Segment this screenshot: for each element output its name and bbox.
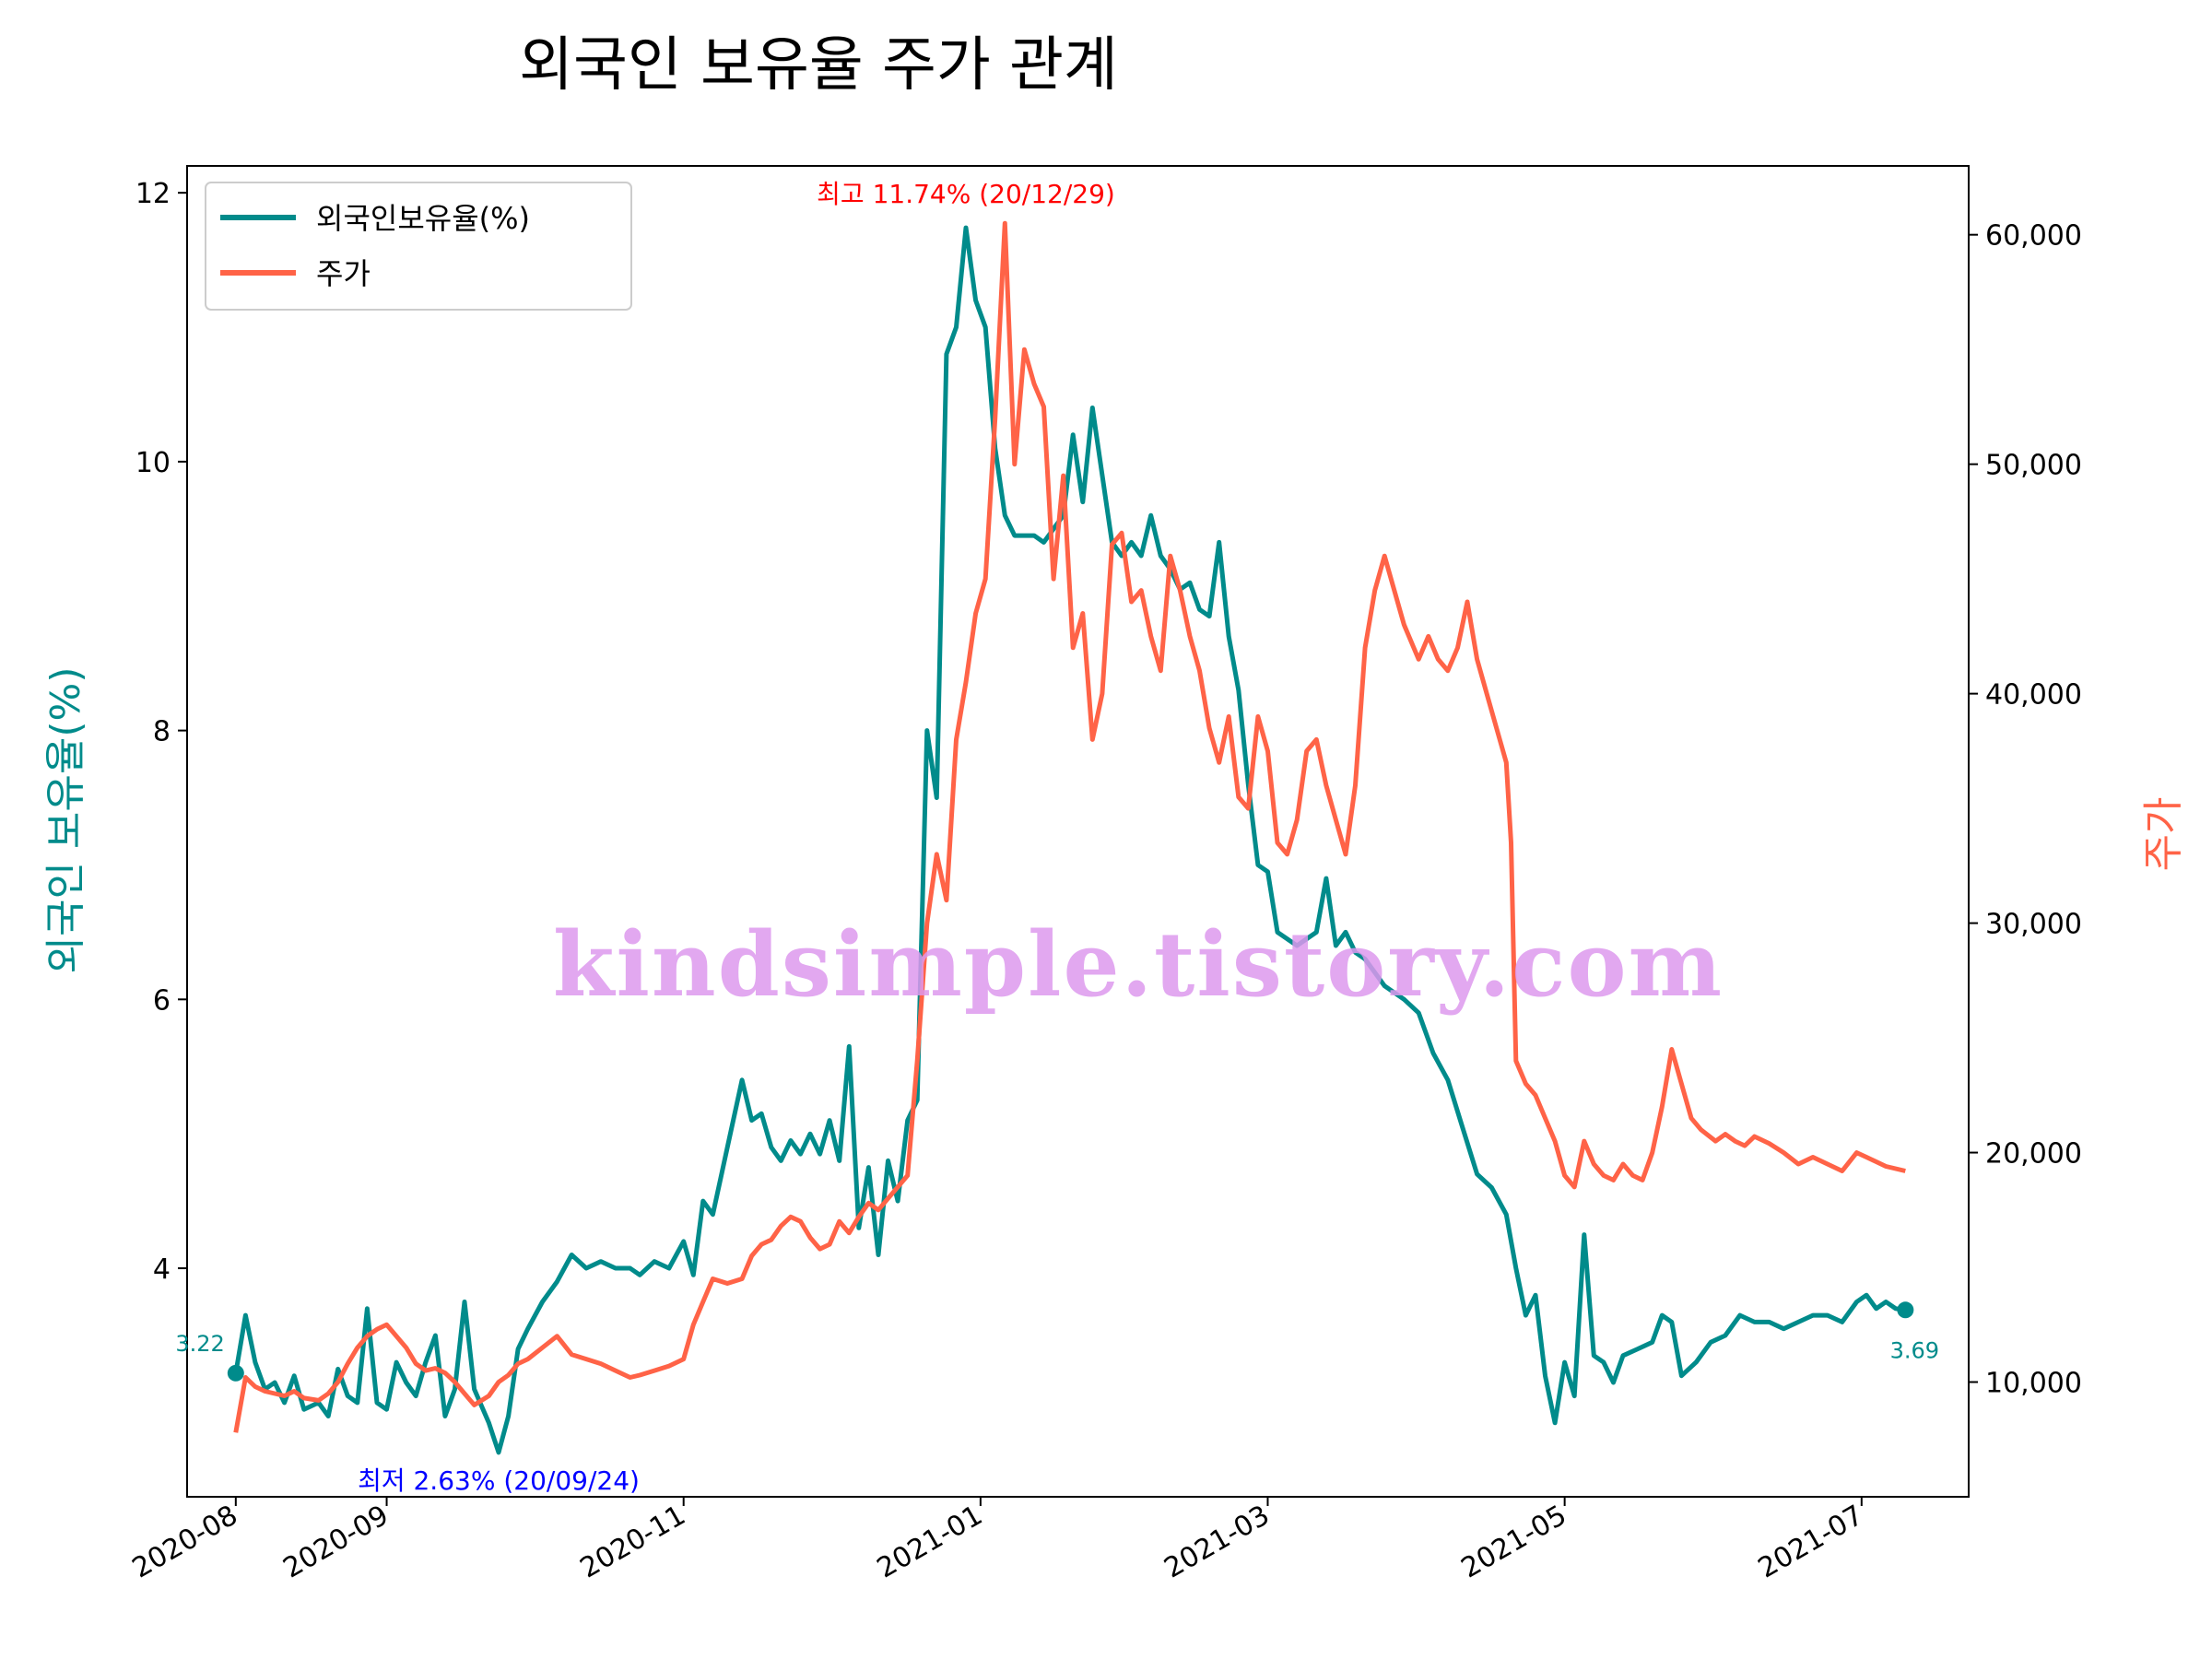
start-point-marker	[227, 1364, 244, 1382]
max-annotation: 최고 11.74% (20/12/29)	[817, 179, 1115, 209]
legend-label-foreign: 외국인보유율(%)	[316, 201, 530, 236]
y-axis-right-title: 주가	[2140, 797, 2187, 872]
series-line-stock-price	[233, 220, 1906, 1433]
plot-area	[187, 166, 1969, 1497]
legend: 외국인보유율(%) 주가	[205, 182, 632, 311]
y-left-tick-label: 4	[153, 1253, 171, 1286]
legend-label-price: 주가	[316, 256, 371, 291]
x-tick-label: 2020-11	[575, 1500, 691, 1585]
x-tick-label: 2020-08	[127, 1500, 243, 1585]
series-line-foreign-ratio	[233, 225, 1906, 1455]
y-right-tick-label: 40,000	[1985, 679, 2082, 712]
y-axis-left-title: 외국인 보유율(%)	[42, 666, 89, 973]
start-value-label: 3.22	[175, 1331, 224, 1357]
series-layer	[233, 220, 1906, 1455]
x-tick-label: 2021-05	[1456, 1500, 1572, 1585]
end-point-marker	[1897, 1301, 1914, 1319]
plot-background	[187, 166, 1969, 1497]
chart-title: 외국인 보유율 주가 관계	[519, 31, 1118, 100]
y-right-tick-label: 60,000	[1985, 220, 2082, 253]
y-right-tick-label: 20,000	[1985, 1138, 2082, 1171]
x-tick-label: 2020-09	[277, 1500, 394, 1585]
y-left-tick-label: 10	[135, 447, 171, 479]
y-right-tick-label: 30,000	[1985, 909, 2082, 941]
y-left-tick-label: 6	[153, 984, 171, 1017]
plot-frame	[186, 165, 1970, 1498]
x-tick-label: 2021-03	[1159, 1500, 1275, 1585]
legend-box	[205, 182, 632, 311]
min-annotation: 최저 2.63% (20/09/24)	[358, 1465, 640, 1496]
x-tick-label: 2021-07	[1753, 1500, 1869, 1585]
y-right-tick-label: 10,000	[1985, 1368, 2082, 1400]
annotation-layer: 최고 11.74% (20/12/29) 최저 2.63% (20/09/24) 3…	[175, 179, 1939, 1496]
y-left-tick-label: 8	[153, 716, 171, 748]
x-tick-label: 2021-01	[872, 1500, 988, 1585]
watermark-text: kindsimple.tistory.com	[553, 912, 1724, 1017]
y-right-tick-label: 50,000	[1985, 450, 2082, 482]
y-left-tick-label: 12	[135, 178, 171, 210]
end-value-label: 3.69	[1890, 1337, 1939, 1363]
